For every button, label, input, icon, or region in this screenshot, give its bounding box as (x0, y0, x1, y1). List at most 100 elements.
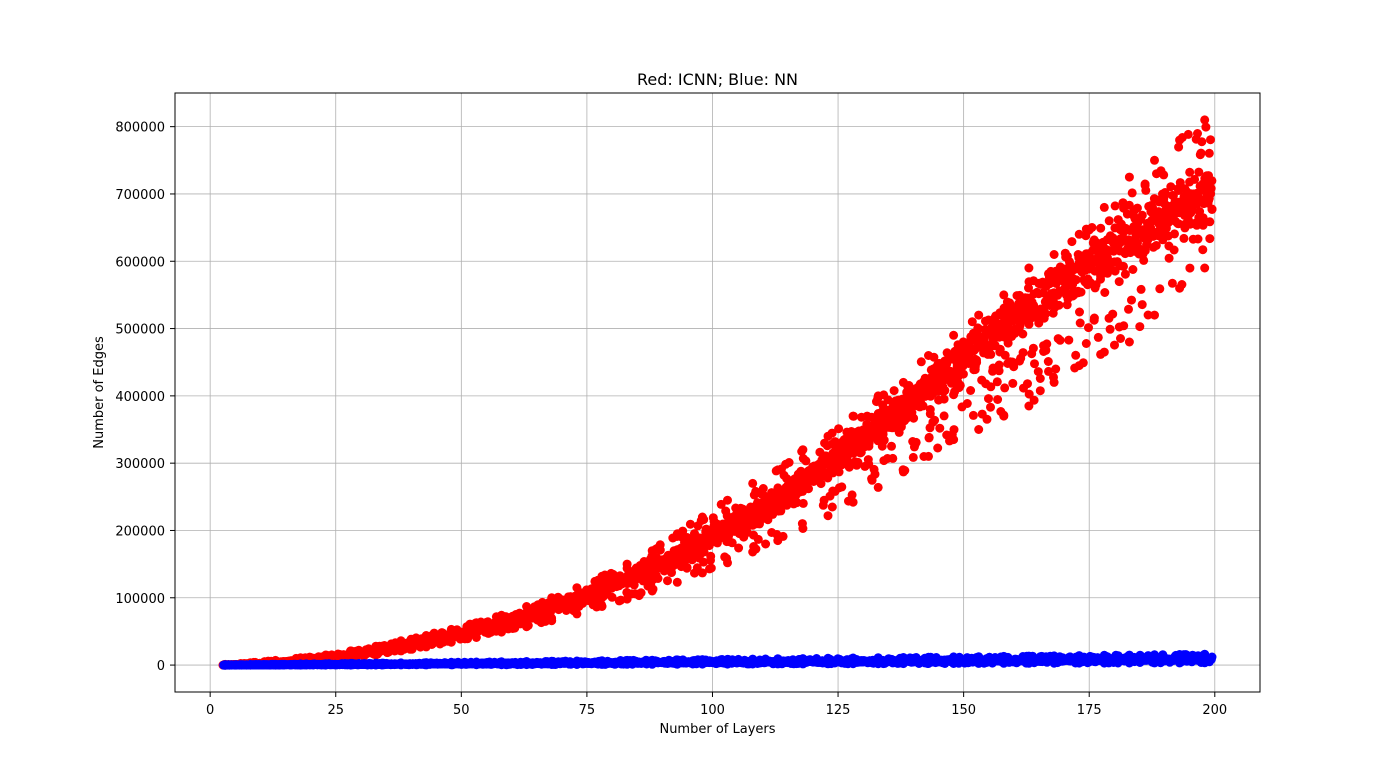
data-point-max (1124, 172, 1134, 182)
data-point (834, 424, 844, 434)
data-point (663, 576, 672, 586)
data-point-max (999, 290, 1009, 300)
data-point (1008, 378, 1018, 388)
data-point-min (1099, 347, 1109, 357)
data-point-max (446, 624, 456, 634)
series-group (218, 115, 1217, 670)
data-point (986, 402, 995, 412)
data-point-min (848, 497, 858, 507)
data-point-min (999, 411, 1009, 421)
data-point (896, 422, 906, 432)
grid (175, 93, 1260, 692)
data-point-max (748, 478, 758, 488)
data-point (1000, 383, 1010, 393)
data-point (1127, 295, 1136, 305)
data-point (1018, 348, 1028, 358)
data-point (695, 546, 705, 556)
data-point-min (547, 616, 557, 626)
data-point-max (823, 431, 833, 441)
data-point (1081, 339, 1091, 348)
data-point (1169, 245, 1179, 255)
data-point (1068, 279, 1078, 289)
data-point (1096, 223, 1106, 233)
data-point (1137, 300, 1147, 310)
data-point (1110, 201, 1120, 211)
data-point-min (924, 451, 933, 461)
data-point-max (1024, 263, 1034, 273)
data-point-min (1074, 361, 1084, 371)
data-point (1104, 216, 1114, 226)
data-point (888, 453, 898, 463)
data-point-min (421, 642, 431, 652)
data-point-min (446, 637, 456, 647)
data-point-max (773, 465, 783, 475)
data-point (1183, 129, 1193, 139)
data-point-min (1150, 310, 1159, 320)
data-point (1075, 307, 1084, 317)
data-point (706, 551, 716, 561)
data-point-max (497, 610, 506, 620)
data-point-max (697, 512, 707, 522)
data-point (1127, 188, 1137, 198)
data-point-min (697, 568, 707, 578)
data-point-min (1024, 401, 1034, 411)
data-point-max (848, 411, 858, 421)
data-point (992, 377, 1002, 387)
data-point (1204, 194, 1214, 203)
data-point (1198, 245, 1208, 255)
data-point (784, 458, 794, 467)
data-point (1205, 234, 1215, 244)
data-point-max (1150, 155, 1159, 165)
data-point-min (497, 627, 506, 637)
data-point (1114, 277, 1124, 287)
data-point (1113, 215, 1123, 225)
data-point-max (421, 631, 431, 640)
data-point-min (371, 650, 381, 660)
data-point (1136, 284, 1146, 294)
data-point (1054, 300, 1064, 310)
data-point (1155, 284, 1165, 294)
data-point (877, 441, 887, 451)
data-point-min (898, 467, 908, 477)
data-point (734, 543, 744, 553)
data-point (864, 441, 874, 451)
data-point (994, 360, 1004, 370)
data-point-max (672, 529, 682, 539)
data-point-min (823, 511, 833, 521)
data-point (933, 443, 943, 453)
data-point-max (622, 559, 632, 569)
data-point (1023, 379, 1032, 389)
data-point (966, 386, 976, 395)
data-point (1053, 334, 1063, 344)
data-point (607, 592, 617, 602)
data-point (1128, 265, 1138, 274)
data-point (968, 410, 978, 420)
data-point (636, 588, 646, 598)
data-point-max (1074, 229, 1084, 239)
data-point (939, 411, 949, 421)
data-point (1124, 304, 1133, 314)
data-point-min (873, 482, 883, 492)
data-point (949, 390, 959, 400)
data-point (982, 414, 992, 424)
data-point-min (647, 586, 657, 596)
data-point (1051, 364, 1061, 374)
data-point (916, 357, 926, 367)
data-point (1119, 321, 1129, 331)
data-point (1018, 329, 1028, 339)
data-point (1116, 334, 1125, 343)
data-point-min (1175, 283, 1185, 293)
data-point (837, 482, 847, 492)
data-point (1084, 323, 1093, 333)
data-point-max (873, 391, 883, 401)
data-point-max (898, 377, 908, 387)
data-point (1179, 233, 1189, 243)
data-point-min (672, 577, 682, 587)
data-point (1205, 217, 1215, 227)
data-point (1042, 339, 1052, 349)
data-point-min (1200, 263, 1210, 273)
data-point-min (471, 633, 481, 642)
data-point-min (974, 425, 984, 434)
data-point-max (723, 495, 732, 505)
